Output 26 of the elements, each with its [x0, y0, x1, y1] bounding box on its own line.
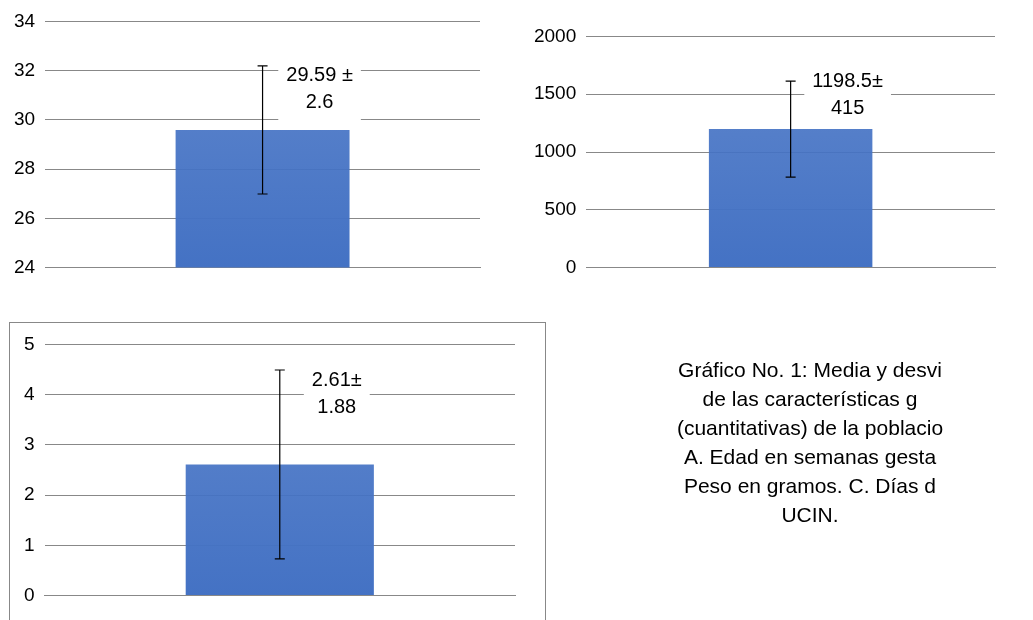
text: Gráfico No. 1: Media y desvi	[677, 357, 943, 383]
y-tick-label: 4	[23, 382, 35, 404]
y-tick-label: 2	[23, 483, 35, 505]
y-tick-label: 2000	[533, 24, 577, 46]
y-tick-label: 30	[13, 108, 36, 130]
y-tick-label: 32	[13, 58, 36, 80]
text: A. Edad en semanas gesta	[682, 444, 938, 470]
y-tick-label: 34	[13, 9, 36, 31]
text: (cuantitativas) de la poblacio	[675, 415, 945, 441]
y-tick-label: 26	[13, 206, 36, 228]
y-tick-label: 5	[23, 332, 35, 354]
y-tick-label: 1000	[533, 140, 577, 162]
y-tick-label: 1500	[533, 82, 577, 104]
y-tick-label: 1	[23, 533, 35, 555]
text: UCIN.	[780, 502, 840, 528]
y-tick-label: 3	[23, 433, 35, 455]
y-tick-label: 24	[13, 255, 36, 277]
y-tick-label: 500	[544, 198, 577, 220]
text: de las características g	[701, 386, 919, 412]
data-label: 2.61± 1.88	[311, 367, 362, 417]
data-label: 1198.5± 415	[812, 68, 883, 118]
y-tick-label: 28	[13, 157, 36, 179]
y-tick-label: 0	[565, 255, 577, 277]
y-tick-label: 0	[23, 583, 35, 605]
data-label: 29.59 ± 2.6	[286, 63, 353, 113]
text: Peso en gramos. C. Días d	[682, 473, 938, 499]
